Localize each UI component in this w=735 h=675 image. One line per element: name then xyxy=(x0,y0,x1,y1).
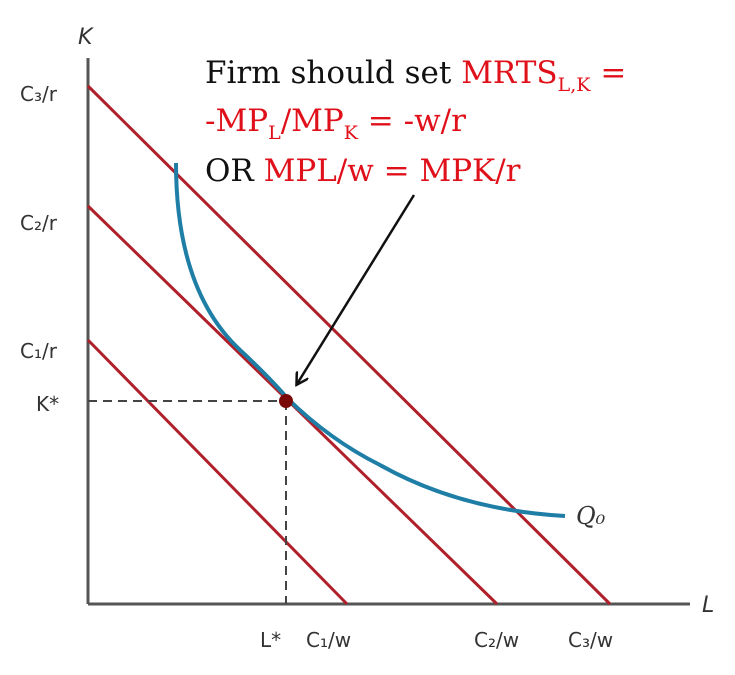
annotation-mpl-subscript: L xyxy=(268,122,281,144)
y-tick-c2-over-r: C₂/r xyxy=(20,211,58,235)
y-axis-label: K xyxy=(78,25,94,50)
x-tick-c2-over-w: C₂/w xyxy=(474,628,519,652)
x-tick-c1-over-w: C₁/w xyxy=(306,628,351,652)
annotation-equals: = xyxy=(591,55,627,91)
annotation-line-2: -MPL/MPK = -w/r xyxy=(205,103,466,144)
annotation-equimarginal-condition: MPL/w = MPK/r xyxy=(264,153,521,189)
annotation-line-3: OR MPL/w = MPK/r xyxy=(205,153,521,189)
isoquant-label: Q₀ xyxy=(576,502,606,530)
annotation-note: Firm should set MRTSL,K = -MPL/MPK = -w/… xyxy=(205,55,626,189)
x-tick-lstar: L* xyxy=(260,628,281,652)
annotation-line-1-text: Firm should set xyxy=(205,55,461,91)
annotation-line-1: Firm should set MRTSL,K = xyxy=(205,55,626,96)
isocost-line-c1 xyxy=(86,338,349,606)
y-tick-c3-over-r: C₃/r xyxy=(20,82,58,106)
annotation-mrts-subscript: L,K xyxy=(558,74,592,96)
y-tick-c1-over-r: C₁/r xyxy=(20,339,58,363)
annotation-mpk-subscript: K xyxy=(344,122,359,144)
y-tick-kstar: K* xyxy=(36,392,59,416)
optimum-point xyxy=(279,394,293,408)
annotation-wage-rent-ratio: = -w/r xyxy=(358,103,466,139)
x-tick-c3-over-w: C₃/w xyxy=(568,628,613,652)
x-axis-label: L xyxy=(702,593,714,618)
annotation-or: OR xyxy=(205,153,264,189)
annotation-mrts: MRTS xyxy=(461,55,557,91)
annotation-mpl: -MP xyxy=(205,103,268,139)
isoquant-curve-q0 xyxy=(174,162,566,518)
annotation-mpk: /MP xyxy=(281,103,344,139)
annotation-arrow xyxy=(297,194,416,384)
